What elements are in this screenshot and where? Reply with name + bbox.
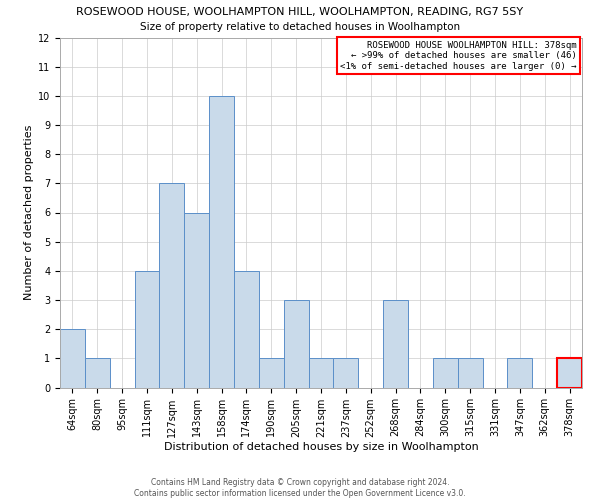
Y-axis label: Number of detached properties: Number of detached properties <box>24 125 34 300</box>
Bar <box>60 329 85 388</box>
Bar <box>508 358 532 388</box>
Bar <box>284 300 308 388</box>
Bar <box>433 358 458 388</box>
Bar <box>85 358 110 388</box>
X-axis label: Distribution of detached houses by size in Woolhampton: Distribution of detached houses by size … <box>164 442 478 452</box>
Text: Contains HM Land Registry data © Crown copyright and database right 2024.
Contai: Contains HM Land Registry data © Crown c… <box>134 478 466 498</box>
Bar <box>308 358 334 388</box>
Text: Size of property relative to detached houses in Woolhampton: Size of property relative to detached ho… <box>140 22 460 32</box>
Text: ROSEWOOD HOUSE WOOLHAMPTON HILL: 378sqm
← >99% of detached houses are smaller (4: ROSEWOOD HOUSE WOOLHAMPTON HILL: 378sqm … <box>340 41 577 71</box>
Bar <box>184 212 209 388</box>
Bar <box>557 358 582 388</box>
Bar <box>383 300 408 388</box>
Bar <box>134 271 160 388</box>
Bar <box>259 358 284 388</box>
Bar <box>160 184 184 388</box>
Bar <box>334 358 358 388</box>
Bar <box>209 96 234 388</box>
Text: ROSEWOOD HOUSE, WOOLHAMPTON HILL, WOOLHAMPTON, READING, RG7 5SY: ROSEWOOD HOUSE, WOOLHAMPTON HILL, WOOLHA… <box>76 8 524 18</box>
Bar <box>234 271 259 388</box>
Bar <box>458 358 482 388</box>
